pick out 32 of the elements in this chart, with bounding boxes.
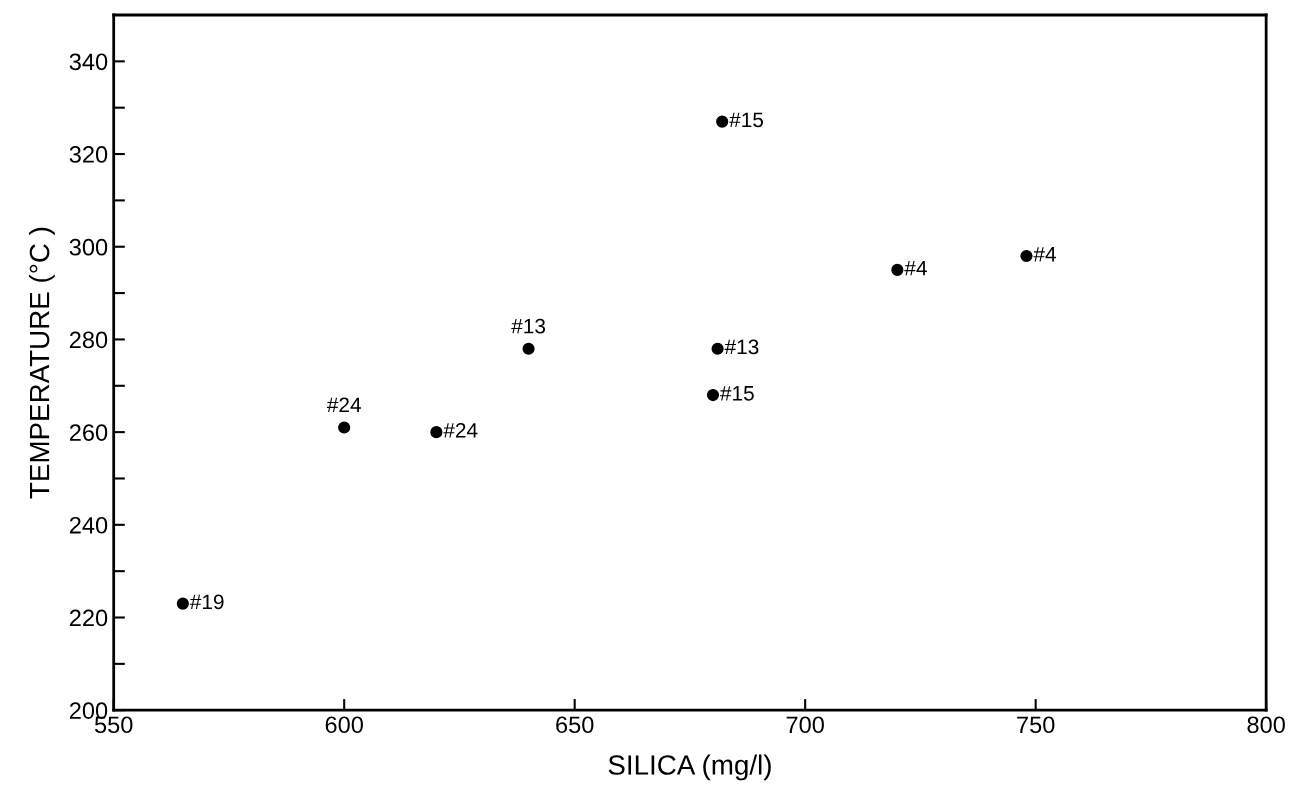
y-tick-label: 260 bbox=[69, 424, 108, 441]
point bbox=[711, 342, 724, 355]
y-tick-label: 240 bbox=[69, 516, 108, 534]
annotation: #24 bbox=[326, 397, 361, 413]
y-tick-label: 280 bbox=[69, 331, 108, 349]
annotation: #15 bbox=[729, 112, 764, 128]
y-tick-label: 320 bbox=[69, 146, 108, 163]
x-tick-label: 600 bbox=[325, 716, 363, 734]
point bbox=[706, 388, 720, 402]
x-tick-label: 750 bbox=[1017, 716, 1055, 734]
y-axis-title: TEMPERATURE (°C ) bbox=[28, 227, 55, 499]
point bbox=[176, 597, 189, 610]
x-tick-label: 650 bbox=[556, 716, 594, 734]
point bbox=[338, 421, 351, 434]
annotation: #13 bbox=[724, 339, 759, 355]
point bbox=[716, 115, 729, 128]
annotation: #19 bbox=[189, 594, 224, 610]
y-tick-label: 300 bbox=[69, 238, 108, 256]
x-tick-label: 800 bbox=[1247, 716, 1285, 734]
point bbox=[891, 263, 904, 276]
point bbox=[430, 426, 443, 439]
y-tick-label: 220 bbox=[69, 609, 108, 627]
x-tick-label: 700 bbox=[786, 716, 824, 734]
annotation: #4 bbox=[904, 260, 927, 276]
x-axis-title: SILICA (mg/l) bbox=[608, 754, 771, 781]
point bbox=[522, 342, 535, 355]
annotation: #4 bbox=[1033, 247, 1056, 262]
y-tick-label: 340 bbox=[69, 53, 108, 71]
annotation: #24 bbox=[443, 422, 478, 438]
annotation: #13 bbox=[511, 318, 546, 334]
annotation: #15 bbox=[720, 386, 754, 401]
point bbox=[1020, 249, 1033, 263]
